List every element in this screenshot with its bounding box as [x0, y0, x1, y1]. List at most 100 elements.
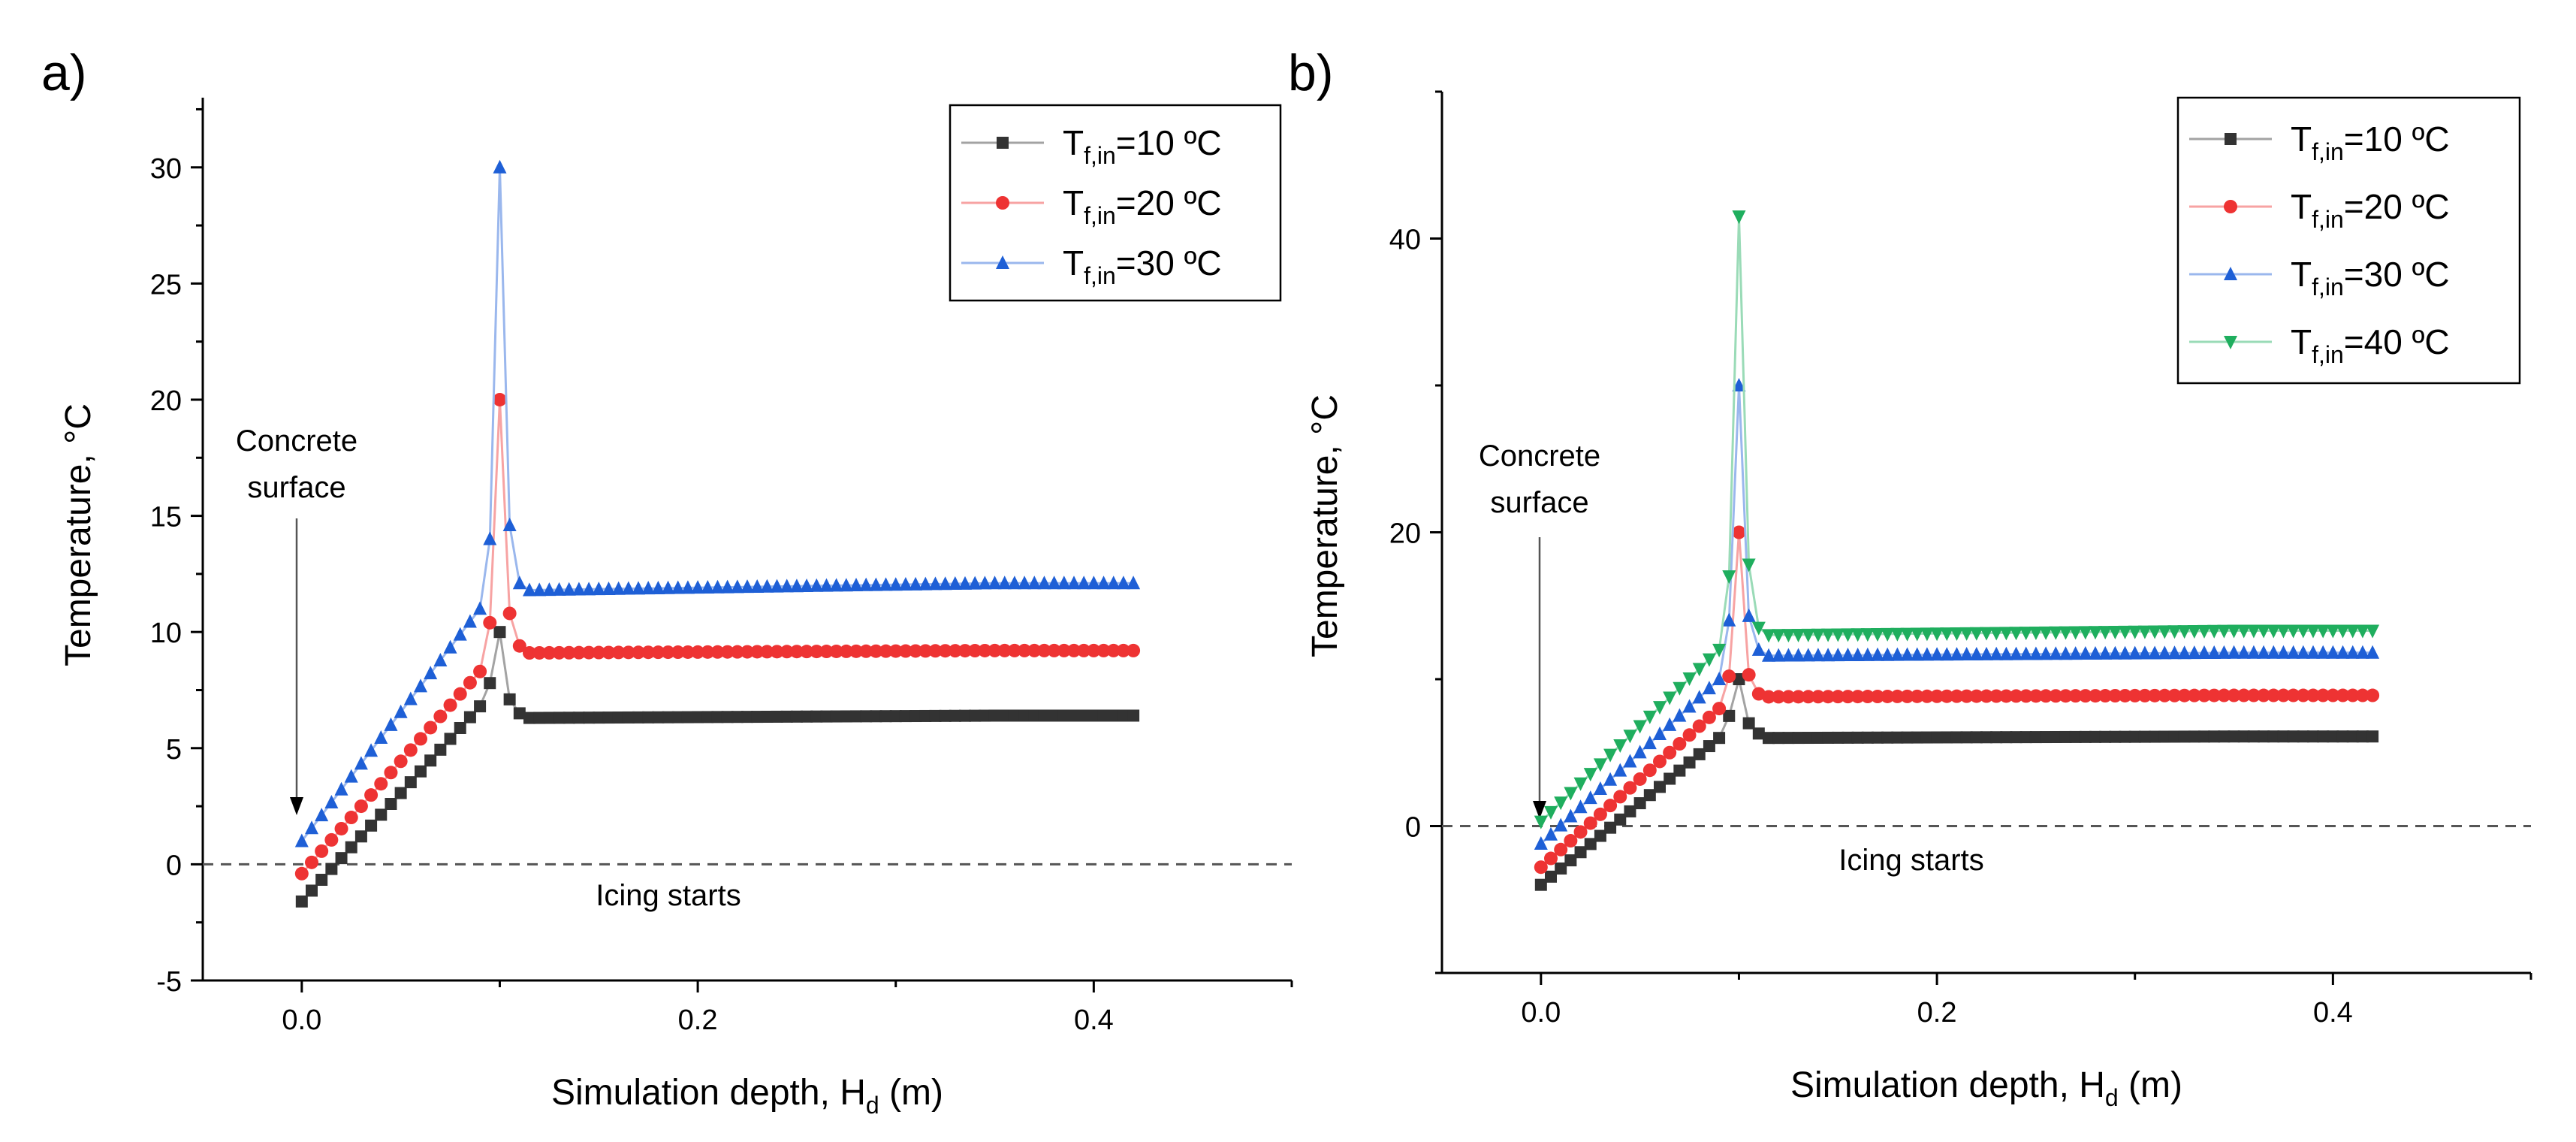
legend-entry-label: Tf,in=10 ºC — [2291, 119, 2450, 165]
data-point — [1117, 709, 1130, 722]
data-point — [2079, 730, 2092, 743]
data-point — [2346, 730, 2359, 743]
data-point — [2040, 731, 2053, 744]
data-point — [374, 730, 388, 745]
data-point — [1941, 731, 1953, 744]
data-point — [938, 576, 952, 591]
data-point — [692, 711, 704, 724]
data-point — [1969, 627, 1983, 641]
data-point — [1593, 807, 1607, 821]
data-point — [1940, 647, 1954, 661]
data-point — [751, 711, 764, 724]
data-point — [1900, 647, 1914, 661]
data-point — [2158, 625, 2172, 639]
data-point — [602, 581, 616, 595]
data-point — [1742, 717, 1755, 730]
data-point — [1811, 628, 1825, 642]
data-point — [1633, 720, 1647, 734]
data-point — [918, 576, 933, 591]
data-point — [2098, 645, 2113, 660]
data-point — [889, 710, 902, 723]
legend-entry-label: Tf,in=30 ºC — [1063, 243, 1222, 289]
data-point — [1930, 627, 1944, 642]
x-tick-label: 0.4 — [1074, 1005, 1114, 1036]
data-point — [1067, 576, 1081, 590]
data-point — [1732, 378, 1746, 391]
data-point — [859, 577, 873, 591]
data-point — [969, 709, 982, 722]
data-point — [1841, 690, 1855, 704]
data-point — [403, 743, 418, 757]
data-point — [1027, 576, 1042, 590]
data-point — [869, 577, 883, 591]
legend-entry-label: Tf,in=20 ºC — [2291, 187, 2450, 233]
data-point — [1047, 576, 1061, 590]
data-point — [1127, 709, 1140, 722]
data-point — [641, 645, 656, 660]
data-point — [1534, 878, 1547, 891]
data-point — [374, 777, 388, 791]
data-point — [2029, 646, 2043, 660]
data-point — [1822, 731, 1835, 744]
y-tick-label: 15 — [150, 502, 182, 533]
data-point — [750, 579, 765, 593]
data-point — [2197, 645, 2211, 660]
data-point — [1642, 736, 1657, 750]
data-point — [2246, 624, 2261, 639]
data-point — [1969, 646, 1983, 660]
data-point — [415, 765, 427, 778]
data-point — [988, 709, 1001, 722]
x-tick-label: 0.2 — [678, 1005, 718, 1036]
data-point — [1791, 648, 1805, 662]
data-point — [453, 627, 467, 641]
data-point — [1999, 646, 2013, 660]
data-point — [324, 832, 339, 847]
data-point — [1653, 726, 1667, 740]
data-point — [2217, 688, 2231, 702]
data-point — [542, 645, 557, 660]
data-point — [958, 644, 972, 658]
data-point — [2089, 730, 2101, 743]
data-point — [1534, 835, 1548, 850]
annotation-arrow-head — [1533, 801, 1546, 819]
data-point — [1554, 796, 1568, 811]
data-point — [2277, 730, 2290, 743]
data-point — [1832, 731, 1845, 744]
data-point — [1970, 731, 1983, 744]
data-point — [680, 645, 695, 659]
data-point — [721, 711, 734, 724]
data-point — [1077, 643, 1091, 657]
data-point — [1018, 576, 1032, 590]
series-20C — [1534, 525, 2380, 875]
data-point — [433, 652, 448, 666]
data-point — [1910, 689, 1924, 703]
data-point — [1633, 797, 1646, 810]
data-point — [859, 644, 873, 658]
data-point — [2137, 645, 2152, 660]
data-point — [512, 576, 526, 590]
data-point — [1554, 842, 1568, 856]
data-point — [810, 645, 824, 659]
data-point — [533, 711, 546, 724]
data-point — [2177, 625, 2191, 639]
data-point — [1653, 701, 1667, 715]
data-point — [334, 821, 348, 835]
data-point — [2049, 689, 2063, 703]
data-point — [1920, 627, 1934, 642]
data-point — [1891, 731, 1904, 744]
data-point — [711, 711, 724, 724]
data-point — [1077, 576, 1091, 590]
data-point — [305, 855, 318, 869]
y-tick-label: 0 — [1405, 812, 1421, 844]
data-point — [2286, 645, 2300, 659]
legend-entry-label: Tf,in=20 ºC — [1063, 183, 1222, 229]
data-point — [433, 709, 448, 724]
data-point — [1999, 627, 2013, 641]
data-point — [949, 709, 961, 722]
data-point — [621, 645, 635, 660]
data-point — [2118, 645, 2132, 660]
y-tick-label: 0 — [166, 850, 182, 881]
data-point — [1930, 647, 1944, 661]
data-point — [2306, 624, 2320, 639]
data-point — [2316, 645, 2330, 659]
